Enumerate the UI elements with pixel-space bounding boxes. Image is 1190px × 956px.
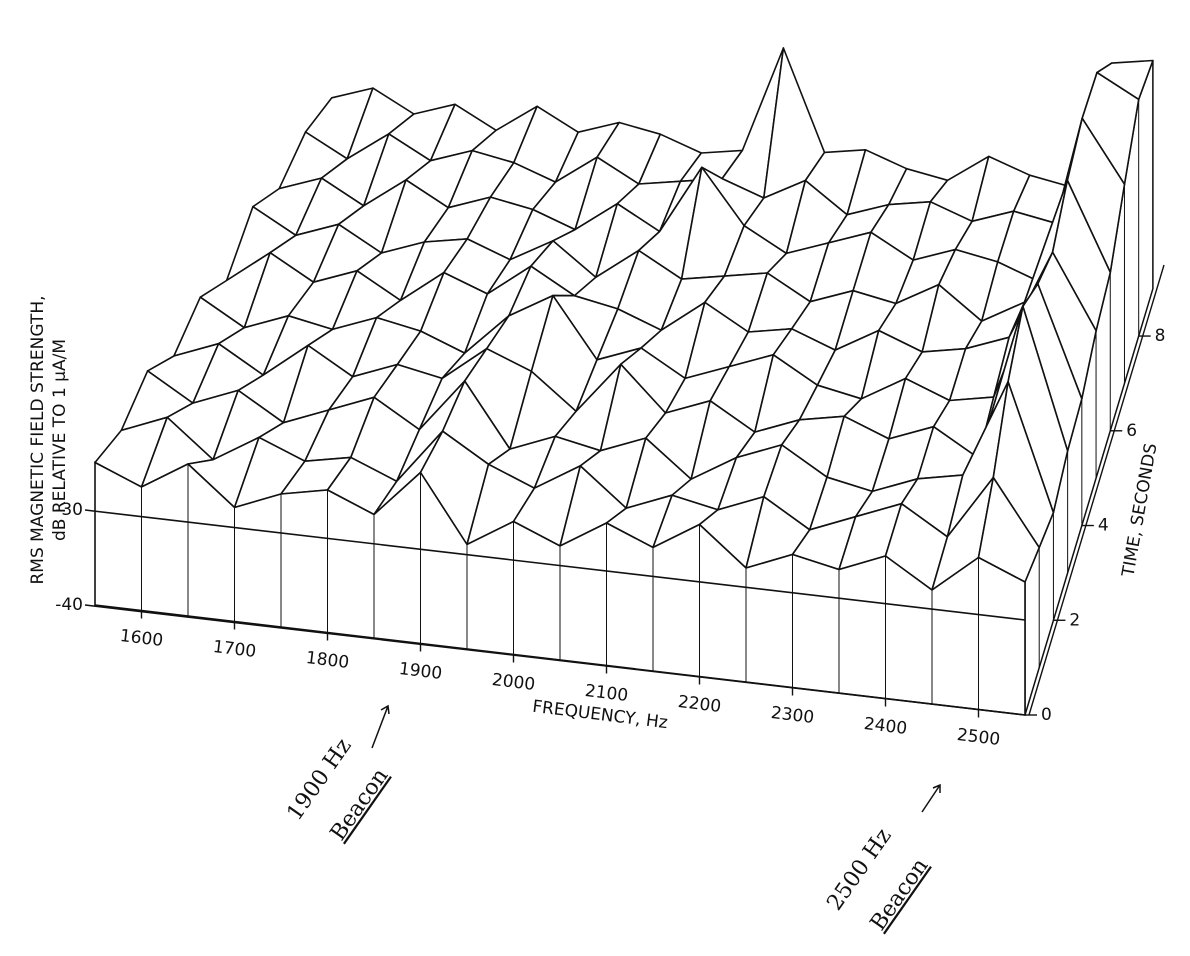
z-axis-label: dB RELATIVE TO 1 μA/M xyxy=(50,339,70,541)
x-tick-label: 2200 xyxy=(677,692,722,717)
x-tick-label: 2100 xyxy=(584,681,629,706)
y-tick-label: 0 xyxy=(1041,705,1052,725)
z-tick-label: -30 xyxy=(55,500,83,520)
grid-line xyxy=(84,509,1026,621)
grid-line xyxy=(84,604,1026,716)
x-tick-label: 2000 xyxy=(491,670,536,695)
x-tick-label: 2300 xyxy=(770,703,815,728)
y-axis-line xyxy=(1028,264,1165,716)
y-tick-label: 4 xyxy=(1098,516,1109,536)
y-tick-label: 2 xyxy=(1069,610,1080,630)
annotation-arrow xyxy=(921,783,941,813)
x-tick-label: 1700 xyxy=(212,637,257,662)
y-tick-label: 8 xyxy=(1155,326,1166,346)
x-tick-label: 1800 xyxy=(305,648,350,673)
annotation-arrow xyxy=(371,704,390,749)
y-axis-label: TIME, SECONDS xyxy=(1118,442,1161,579)
y-tick-label: 6 xyxy=(1126,421,1137,441)
x-tick-label: 1900 xyxy=(398,659,443,684)
x-tick-label: 2500 xyxy=(956,725,1001,750)
x-tick-label: 1600 xyxy=(119,626,164,651)
x-tick-label: 2400 xyxy=(863,714,908,739)
z-axis-label: RMS MAGNETIC FIELD STRENGTH, xyxy=(28,295,48,584)
z-tick-label: -40 xyxy=(55,595,83,615)
